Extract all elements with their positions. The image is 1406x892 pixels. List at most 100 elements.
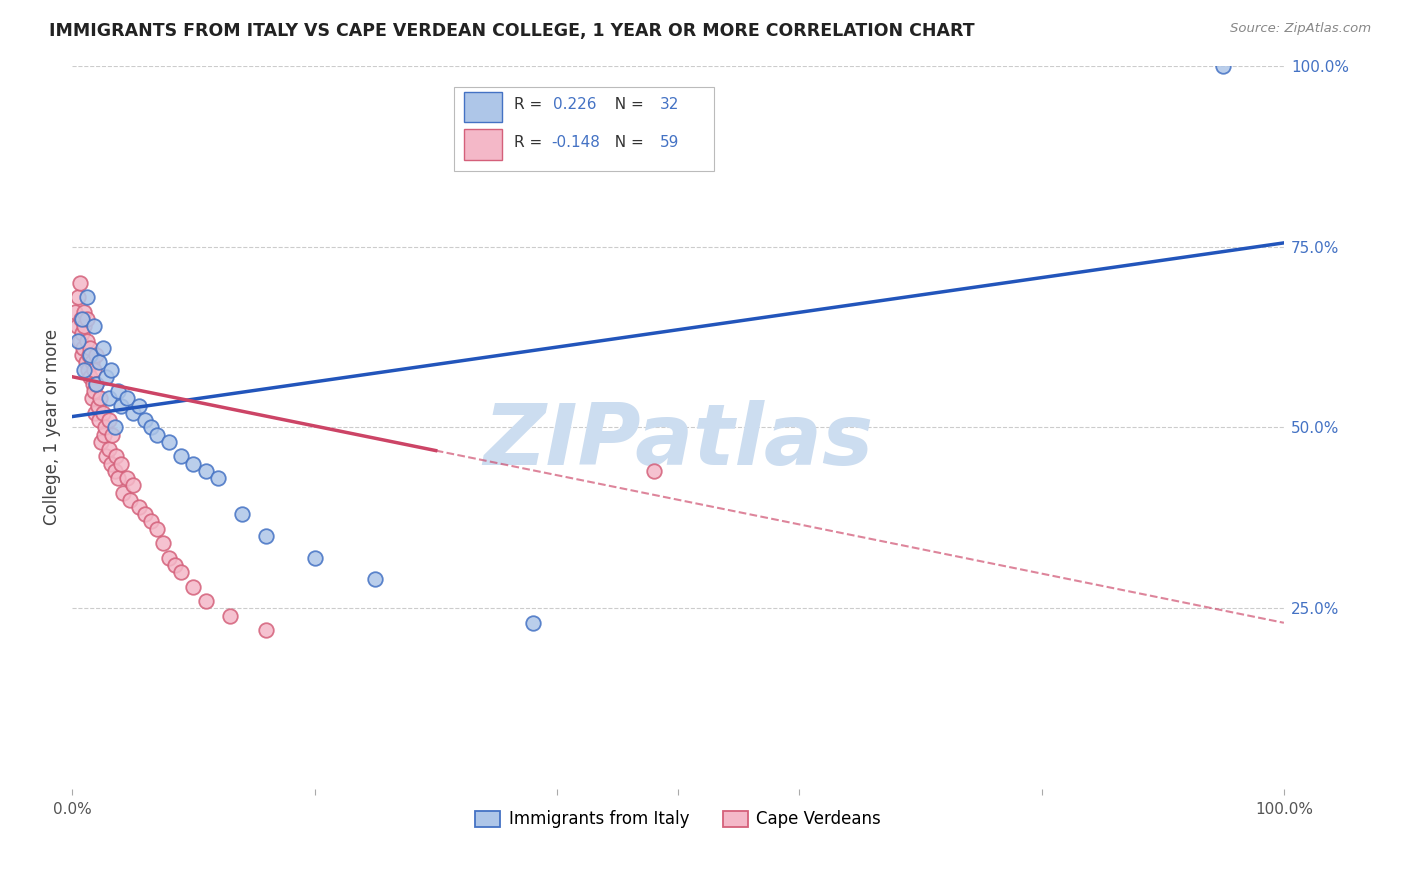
Point [139,420,162,434]
Point [101,427,124,442]
Point [72,341,94,355]
Point [76,290,98,304]
Point [83,384,105,399]
Point [364,573,387,587]
Point [69,311,91,326]
Text: 32: 32 [659,97,679,112]
Point [94,420,117,434]
Text: R =: R = [515,97,553,112]
Point [128,399,150,413]
Point [63,304,86,318]
Point [87,413,110,427]
Point [170,450,193,464]
Point [73,304,96,318]
Point [110,399,132,413]
Point [96,369,118,384]
Point [254,529,277,543]
Point [82,376,104,391]
Point [91,406,114,420]
Point [89,392,111,406]
Text: R =: R = [515,135,547,150]
Point [79,348,101,362]
Point [207,471,229,485]
Point [194,464,217,478]
Point [86,376,108,391]
Point [134,508,156,522]
Point [170,565,193,579]
Point [146,522,169,536]
Point [70,326,93,341]
Point [76,334,98,348]
Point [152,536,174,550]
Point [67,290,90,304]
Point [128,500,150,514]
Point [231,508,253,522]
Point [83,319,105,334]
Point [73,362,96,376]
Point [121,478,143,492]
Point [75,355,97,369]
Text: 59: 59 [659,135,679,150]
Text: -0.148: -0.148 [551,135,600,150]
Point [104,464,127,478]
Point [522,615,544,630]
Text: ZIPatlas: ZIPatlas [482,401,873,483]
Point [97,392,120,406]
Point [218,608,240,623]
Point [77,362,100,376]
Point [69,276,91,290]
Point [83,362,105,376]
Point [115,392,138,406]
Legend: Immigrants from Italy, Cape Verdeans: Immigrants from Italy, Cape Verdeans [468,804,887,835]
FancyBboxPatch shape [464,92,502,122]
FancyBboxPatch shape [464,129,502,160]
Point [107,471,129,485]
Point [183,580,205,594]
Point [86,376,108,391]
Point [254,623,277,637]
Point [183,457,205,471]
Point [80,392,103,406]
Point [107,384,129,399]
Point [67,334,90,348]
Text: N =: N = [606,135,650,150]
Y-axis label: College, 1 year or more: College, 1 year or more [44,329,60,525]
Point [304,550,326,565]
Point [115,471,138,485]
Point [87,355,110,369]
Point [643,464,665,478]
Point [157,550,180,565]
Point [120,492,142,507]
Point [121,406,143,420]
Point [100,457,122,471]
Point [90,434,112,449]
Point [1212,59,1234,73]
Point [146,427,169,442]
Point [86,348,108,362]
Point [76,311,98,326]
Point [96,450,118,464]
Point [91,341,114,355]
Point [66,319,89,334]
Text: IMMIGRANTS FROM ITALY VS CAPE VERDEAN COLLEGE, 1 YEAR OR MORE CORRELATION CHART: IMMIGRANTS FROM ITALY VS CAPE VERDEAN CO… [49,22,974,40]
Point [97,442,120,456]
Point [104,420,127,434]
Point [79,369,101,384]
Point [139,515,162,529]
Point [70,348,93,362]
Point [80,355,103,369]
Text: Source: ZipAtlas.com: Source: ZipAtlas.com [1230,22,1371,36]
Point [100,362,122,376]
Point [157,434,180,449]
Point [165,558,187,572]
Point [79,341,101,355]
Point [112,485,135,500]
Point [70,311,93,326]
Text: N =: N = [606,97,650,112]
Point [69,334,91,348]
Point [97,413,120,427]
Point [86,399,108,413]
Point [134,413,156,427]
Point [77,348,100,362]
Point [194,594,217,608]
